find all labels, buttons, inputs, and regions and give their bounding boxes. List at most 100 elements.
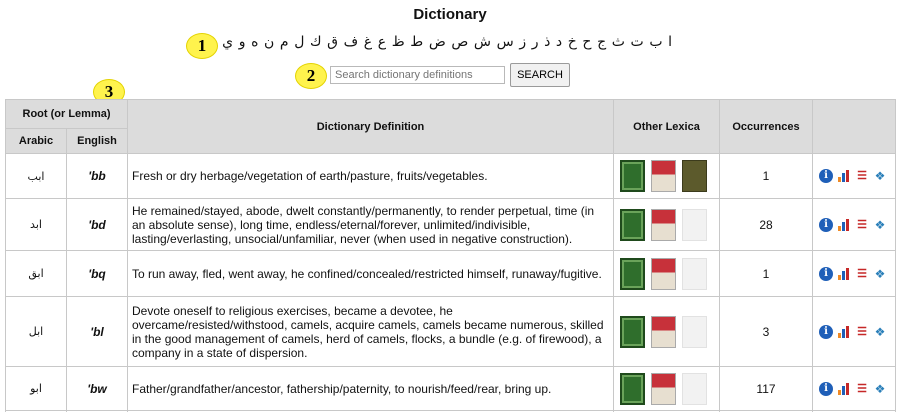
alphabet-letter[interactable]: ن — [264, 34, 275, 50]
alphabet-letter[interactable]: ل — [294, 34, 305, 50]
fox-icon[interactable]: ❖ — [874, 381, 886, 396]
search-button[interactable]: SEARCH — [510, 63, 570, 87]
header-english: English — [66, 128, 128, 154]
bar-chart-icon[interactable] — [837, 267, 851, 281]
lexicon-book-thumbnail[interactable] — [651, 208, 676, 241]
alphabet-letter[interactable]: ك — [309, 34, 322, 50]
tools-cell: i ☰ ❖ — [812, 366, 896, 411]
definition-cell: Devote oneself to religious exercises, b… — [127, 296, 614, 367]
arabic-root-cell: ابل — [5, 296, 67, 367]
alphabet-letter[interactable]: ف — [343, 34, 359, 50]
arabic-root-cell: ابق — [5, 250, 67, 297]
alphabet-letter[interactable]: ص — [451, 34, 469, 50]
lexicon-book-thumbnail[interactable] — [682, 257, 707, 290]
table-row: ابب'bb Fresh or dry herbage/vegetation of… — [5, 153, 896, 199]
alphabet-letter[interactable]: ز — [519, 34, 527, 50]
info-icon[interactable]: i — [819, 266, 833, 281]
definition-cell: Fresh or dry herbage/vegetation of earth… — [127, 153, 614, 199]
annotation-badge-2: 2 — [295, 63, 327, 89]
alphabet-letter[interactable]: ح — [582, 34, 592, 50]
alphabet-letter[interactable]: د — [555, 34, 563, 50]
lexicon-book-thumbnail[interactable] — [620, 208, 645, 241]
english-root-cell[interactable]: 'bw — [66, 366, 128, 411]
fox-icon[interactable]: ❖ — [874, 169, 886, 184]
alphabet-letter[interactable]: م — [279, 34, 289, 50]
arabic-root-cell: ابب — [5, 153, 67, 199]
list-icon[interactable]: ☰ — [857, 218, 867, 231]
english-root-cell[interactable]: 'bb — [66, 153, 128, 199]
annotation-badge-1: 1 — [186, 33, 218, 59]
occurrences-cell: 3 — [719, 296, 813, 367]
other-lexica-cell — [613, 153, 720, 199]
header-tools — [812, 99, 896, 154]
alphabet-letter[interactable]: ذ — [544, 34, 551, 50]
english-root-cell[interactable]: 'bq — [66, 250, 128, 297]
lexicon-book-thumbnail[interactable] — [682, 160, 707, 192]
tools-cell: i ☰ ❖ — [812, 250, 896, 297]
info-icon[interactable]: i — [819, 324, 833, 339]
lexicon-book-thumbnail[interactable] — [651, 315, 676, 348]
alphabet-letter[interactable]: ط — [410, 34, 424, 50]
tools-cell — [812, 410, 896, 412]
lexicon-book-thumbnail[interactable] — [651, 372, 676, 405]
fox-icon[interactable]: ❖ — [874, 266, 886, 281]
search-input[interactable] — [330, 66, 505, 84]
alphabet-letter[interactable]: ا — [668, 34, 672, 50]
header-definition: Dictionary Definition — [127, 99, 614, 154]
list-icon[interactable]: ☰ — [857, 325, 867, 338]
alphabet-letter[interactable]: ش — [473, 34, 491, 50]
other-lexica-cell — [613, 250, 720, 297]
lexicon-book-thumbnail[interactable] — [620, 257, 645, 290]
lexicon-book-thumbnail[interactable] — [620, 160, 645, 192]
tools-cell: i ☰ ❖ — [812, 198, 896, 251]
lexicon-book-thumbnail[interactable] — [620, 315, 645, 348]
table-row — [5, 410, 896, 412]
occurrences-cell: 1 — [719, 153, 813, 199]
alphabet-letter[interactable]: ه — [251, 34, 259, 50]
lexicon-book-thumbnail[interactable] — [682, 372, 707, 405]
alphabet-letter[interactable]: ض — [428, 34, 446, 50]
list-icon[interactable]: ☰ — [857, 267, 867, 280]
alphabet-letter[interactable]: ظ — [391, 34, 405, 50]
list-icon[interactable]: ☰ — [857, 382, 867, 395]
bar-chart-icon[interactable] — [837, 169, 851, 183]
bar-chart-icon[interactable] — [837, 218, 851, 232]
table-row: ابق'bq To run away, fled, went away, he c… — [5, 250, 896, 297]
english-root-cell[interactable]: 'bd — [66, 198, 128, 251]
info-icon[interactable]: i — [819, 169, 833, 184]
alphabet-letter[interactable]: ي — [222, 34, 234, 50]
alphabet-letter[interactable]: غ — [363, 34, 373, 50]
other-lexica-cell — [613, 366, 720, 411]
header-arabic: Arabic — [5, 128, 67, 154]
arabic-root-cell: ابد — [5, 198, 67, 251]
lexicon-book-thumbnail[interactable] — [651, 257, 676, 290]
definition-cell: He remained/stayed, abode, dwelt constan… — [127, 198, 614, 251]
alphabet-letter[interactable]: ب — [649, 34, 663, 50]
alphabet-letter[interactable]: س — [496, 34, 514, 50]
bar-chart-icon[interactable] — [837, 382, 851, 396]
header-root: Root (or Lemma) — [5, 99, 128, 129]
definition-cell: To run away, fled, went away, he confine… — [127, 250, 614, 297]
alphabet-letter[interactable]: ق — [327, 34, 339, 50]
fox-icon[interactable]: ❖ — [874, 217, 886, 232]
bar-chart-icon[interactable] — [837, 325, 851, 339]
alphabet-letter[interactable]: ج — [597, 34, 607, 50]
fox-icon[interactable]: ❖ — [874, 324, 886, 339]
lexicon-book-thumbnail[interactable] — [651, 160, 676, 192]
lexicon-book-thumbnail[interactable] — [682, 208, 707, 241]
english-root-cell[interactable]: 'bl — [66, 296, 128, 367]
tools-cell: i ☰ ❖ — [812, 296, 896, 367]
alphabet-letter[interactable]: ت — [630, 34, 644, 50]
info-icon[interactable]: i — [819, 381, 833, 396]
arabic-root-cell: ابو — [5, 366, 67, 411]
lexicon-book-thumbnail[interactable] — [620, 372, 645, 405]
list-icon[interactable]: ☰ — [857, 170, 867, 183]
info-icon[interactable]: i — [819, 217, 833, 232]
alphabet-letter[interactable]: خ — [567, 34, 577, 50]
lexicon-book-thumbnail[interactable] — [682, 315, 707, 348]
alphabet-letter[interactable]: ث — [611, 34, 625, 50]
alphabet-letter[interactable]: ع — [377, 34, 387, 50]
alphabet-letter[interactable]: ر — [531, 34, 539, 50]
alphabet-letter[interactable]: و — [238, 34, 246, 50]
